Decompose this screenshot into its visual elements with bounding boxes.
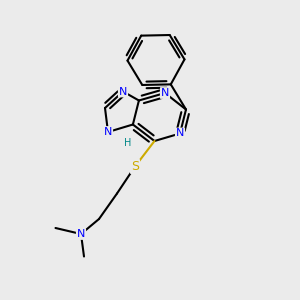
Text: H: H [124, 137, 131, 148]
Text: N: N [119, 86, 127, 97]
Text: N: N [77, 229, 85, 239]
Text: N: N [176, 128, 184, 139]
Text: N: N [161, 88, 169, 98]
Text: N: N [104, 127, 112, 137]
Text: S: S [131, 160, 139, 173]
